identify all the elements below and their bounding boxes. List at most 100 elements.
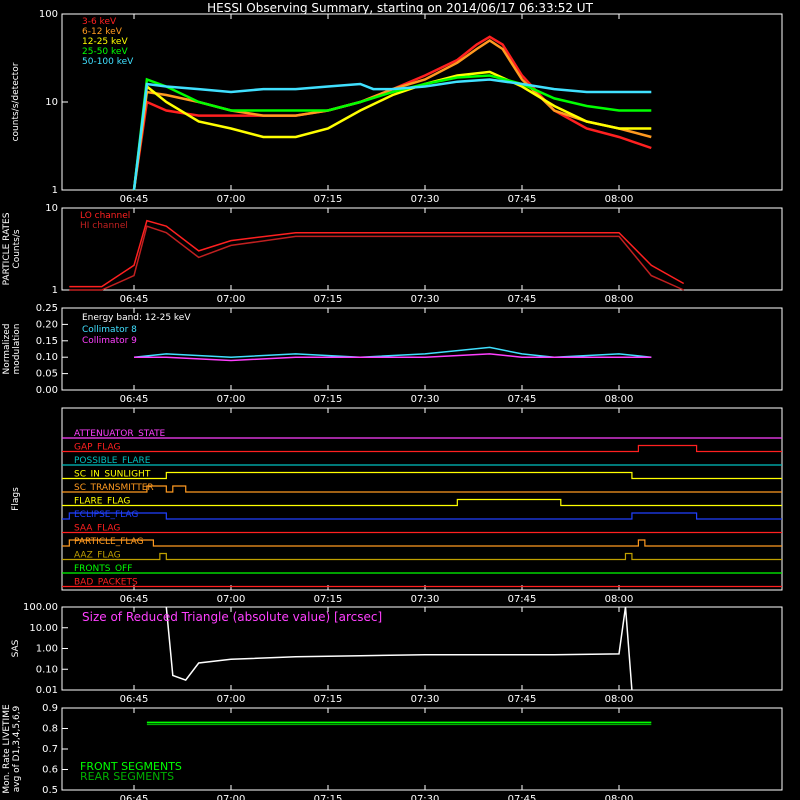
legend-entry: 50-100 keV — [82, 57, 134, 67]
time-tick-label: 06:45 — [120, 794, 149, 800]
time-tick-label: 06:45 — [120, 694, 149, 705]
legend-entry: LO channel — [80, 211, 130, 221]
time-tick-label: 07:15 — [314, 794, 343, 800]
time-tick-label: 07:15 — [314, 194, 343, 205]
time-tick-label: 07:00 — [217, 394, 246, 405]
flag-label: BAD_PACKETS — [74, 578, 138, 588]
y-tick-label: 10.00 — [29, 623, 58, 634]
flag-line — [62, 552, 782, 561]
y-tick-label: 0.8 — [42, 724, 58, 735]
legend-entry: HI channel — [80, 221, 128, 231]
y-tick-label: 100 — [39, 9, 58, 20]
time-tick-label: 07:00 — [217, 594, 246, 605]
series-line — [132, 78, 652, 191]
y-axis-label: Flags — [11, 487, 21, 511]
time-tick-label: 07:15 — [314, 694, 343, 705]
time-tick-label: 07:30 — [411, 794, 440, 800]
time-tick-label: 07:45 — [508, 594, 537, 605]
time-tick-label: 08:00 — [605, 694, 634, 705]
flag-label: AAZ_FLAG — [74, 551, 121, 561]
time-tick-label: 07:45 — [508, 194, 537, 205]
series-line — [134, 353, 652, 362]
y-axis-label: avg of D1,3,4,5,6,9 — [12, 705, 22, 792]
time-tick-label: 07:45 — [508, 794, 537, 800]
y-tick-label: 0.00 — [36, 385, 58, 396]
y-tick-label: 0.25 — [36, 303, 58, 314]
time-tick-label: 06:45 — [120, 394, 149, 405]
flag-label: POSSIBLE_FLARE — [74, 456, 151, 466]
time-tick-label: 08:00 — [605, 294, 634, 305]
time-tick-label: 07:30 — [411, 694, 440, 705]
time-tick-label: 08:00 — [605, 794, 634, 800]
time-tick-label: 08:00 — [605, 394, 634, 405]
legend-entry: 25-50 keV — [82, 47, 128, 57]
panel-frame-count-rates — [61, 13, 783, 191]
flag-line — [62, 539, 782, 547]
panel-frame-flags — [61, 407, 783, 591]
series-line — [69, 219, 685, 288]
series-line — [133, 346, 652, 358]
y-axis-label: Mon. Rate LIVETIME — [2, 704, 12, 794]
legend-entry: REAR SEGMENTS — [80, 770, 174, 783]
panel-frame-modulation — [61, 307, 783, 391]
y-tick-label: 0.9 — [42, 703, 58, 714]
time-tick-label: 06:45 — [120, 294, 149, 305]
time-tick-label: 07:15 — [314, 394, 343, 405]
flag-label: ECLIPSE_FLAG — [74, 510, 138, 520]
y-tick-label: 0.10 — [36, 352, 58, 363]
legend-entry: 3-6 keV — [82, 17, 117, 27]
time-tick-label: 07:45 — [508, 394, 537, 405]
y-tick-label: 0.6 — [42, 765, 58, 776]
y-axis-label: PARTICLE RATES — [2, 212, 12, 285]
time-tick-label: 07:15 — [314, 294, 343, 305]
flag-line — [62, 471, 782, 480]
series-line — [132, 70, 652, 191]
time-tick-label: 07:30 — [411, 394, 440, 405]
legend-entry: Collimator 9 — [82, 336, 137, 346]
flag-label: ATTENUATOR_STATE — [74, 429, 166, 439]
legend-entry: 12-25 keV — [82, 37, 128, 47]
time-tick-label: 07:00 — [217, 694, 246, 705]
y-tick-label: 0.05 — [36, 369, 58, 380]
y-tick-label: 0.15 — [36, 336, 58, 347]
time-tick-label: 07:00 — [217, 294, 246, 305]
flag-label: PARTICLE_FLAG — [74, 537, 144, 547]
y-axis-label: Counts/s — [12, 229, 22, 268]
y-axis-label: SAS — [11, 639, 21, 657]
y-tick-label: 1 — [52, 185, 58, 196]
y-tick-label: 1 — [52, 285, 58, 296]
y-tick-label: 0.01 — [36, 685, 58, 696]
y-tick-label: 0.7 — [42, 744, 58, 755]
panel-frame-particle-rates — [61, 207, 783, 291]
flag-label: FLARE_FLAG — [74, 497, 130, 507]
time-tick-label: 06:45 — [120, 594, 149, 605]
flag-label: GAP_FLAG — [74, 443, 120, 453]
time-tick-label: 07:30 — [411, 594, 440, 605]
y-tick-label: 0.5 — [42, 785, 58, 796]
time-tick-label: 07:30 — [411, 294, 440, 305]
y-tick-label: 100.00 — [23, 602, 58, 613]
y-axis-label: counts/s/detector — [11, 62, 21, 141]
time-tick-label: 07:45 — [508, 694, 537, 705]
time-tick-label: 08:00 — [605, 194, 634, 205]
y-tick-label: 10 — [45, 203, 58, 214]
flag-line — [62, 444, 782, 453]
y-tick-label: 10 — [45, 97, 58, 108]
time-tick-label: 07:45 — [508, 294, 537, 305]
y-tick-label: 1.00 — [36, 644, 58, 655]
sas-annotation: Size of Reduced Triangle (absolute value… — [82, 610, 382, 624]
y-axis-label: modulation — [12, 324, 22, 375]
time-tick-label: 07:00 — [217, 794, 246, 800]
y-axis-label: Normalized — [2, 323, 12, 374]
flag-label: SC_TRANSMITTER — [74, 483, 154, 493]
time-tick-label: 07:00 — [217, 194, 246, 205]
legend-entry: FRONT SEGMENTS — [80, 760, 182, 773]
series-line — [69, 225, 685, 291]
flag-label: SC_IN_SUNLIGHT — [74, 470, 151, 480]
time-tick-label: 07:15 — [314, 594, 343, 605]
flag-label: SAA_FLAG — [74, 524, 120, 534]
time-tick-label: 06:45 — [120, 194, 149, 205]
series-line — [132, 35, 652, 191]
y-tick-label: 0.20 — [36, 319, 58, 330]
series-line — [165, 606, 633, 691]
